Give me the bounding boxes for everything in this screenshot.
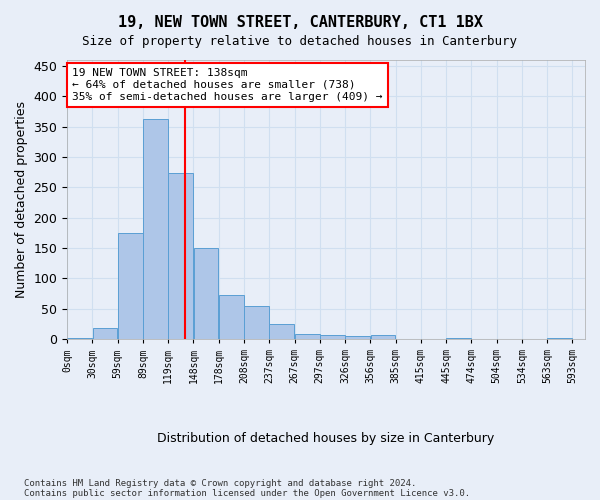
Text: Contains HM Land Registry data © Crown copyright and database right 2024.: Contains HM Land Registry data © Crown c… bbox=[24, 478, 416, 488]
Text: 19 NEW TOWN STREET: 138sqm
← 64% of detached houses are smaller (738)
35% of sem: 19 NEW TOWN STREET: 138sqm ← 64% of deta… bbox=[73, 68, 383, 102]
Bar bbox=[345, 336, 370, 339]
Bar bbox=[371, 335, 395, 339]
Bar bbox=[295, 334, 320, 339]
Bar bbox=[67, 338, 92, 339]
Text: Size of property relative to detached houses in Canterbury: Size of property relative to detached ho… bbox=[83, 35, 517, 48]
Y-axis label: Number of detached properties: Number of detached properties bbox=[15, 101, 28, 298]
Bar bbox=[547, 338, 572, 339]
X-axis label: Distribution of detached houses by size in Canterbury: Distribution of detached houses by size … bbox=[157, 432, 495, 445]
Bar bbox=[92, 328, 118, 339]
Bar bbox=[143, 120, 168, 339]
Bar bbox=[169, 174, 193, 339]
Bar bbox=[194, 248, 218, 339]
Text: Contains public sector information licensed under the Open Government Licence v3: Contains public sector information licen… bbox=[24, 488, 470, 498]
Bar bbox=[244, 306, 269, 339]
Bar bbox=[446, 338, 471, 339]
Text: 19, NEW TOWN STREET, CANTERBURY, CT1 1BX: 19, NEW TOWN STREET, CANTERBURY, CT1 1BX bbox=[118, 15, 482, 30]
Bar bbox=[269, 324, 294, 339]
Bar bbox=[118, 233, 143, 339]
Bar bbox=[219, 296, 244, 339]
Bar bbox=[320, 336, 345, 339]
